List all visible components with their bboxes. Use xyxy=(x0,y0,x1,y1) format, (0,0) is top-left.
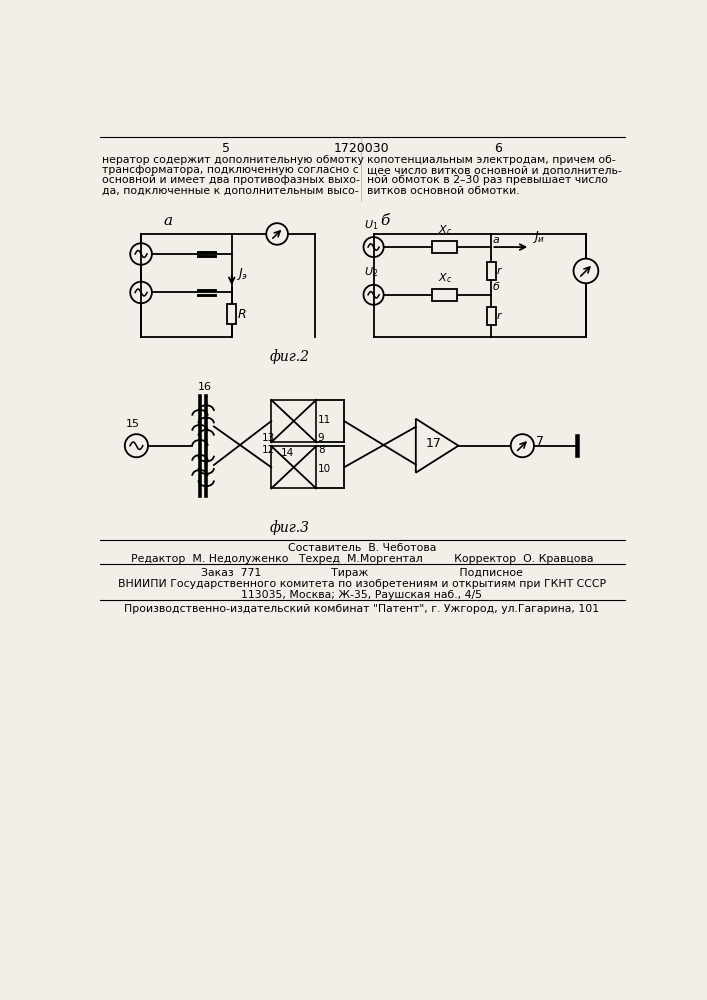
Text: 1720030: 1720030 xyxy=(334,142,390,155)
Text: витков основной обмотки.: витков основной обмотки. xyxy=(368,186,520,196)
Text: 5: 5 xyxy=(221,142,230,155)
Text: $J_и$: $J_и$ xyxy=(532,229,545,245)
Text: $J_э$: $J_э$ xyxy=(235,266,247,282)
Text: 12: 12 xyxy=(262,445,275,455)
Text: Заказ  771                    Тираж                          Подписное: Заказ 771 Тираж Подписное xyxy=(201,568,523,578)
Bar xyxy=(433,289,457,301)
Text: 7: 7 xyxy=(535,435,544,448)
Circle shape xyxy=(573,259,598,283)
Text: r: r xyxy=(497,266,501,276)
Text: 13: 13 xyxy=(262,433,275,443)
Text: 11: 11 xyxy=(317,415,331,425)
Text: ВНИИПИ Государственного комитета по изобретениям и открытиям при ГКНТ СССР: ВНИИПИ Государственного комитета по изоб… xyxy=(118,579,606,589)
Text: $U_2$: $U_2$ xyxy=(364,266,378,279)
Text: 14: 14 xyxy=(281,448,294,458)
Polygon shape xyxy=(416,419,458,473)
Bar xyxy=(433,241,457,253)
Text: б: б xyxy=(493,282,500,292)
Text: да, подключенные к дополнительным высо-: да, подключенные к дополнительным высо- xyxy=(103,186,359,196)
Text: а: а xyxy=(493,235,500,245)
Circle shape xyxy=(267,223,288,245)
Text: 6: 6 xyxy=(494,142,502,155)
Circle shape xyxy=(510,434,534,457)
Text: $U_1$: $U_1$ xyxy=(364,218,378,232)
Bar xyxy=(271,400,316,442)
Text: $X_c$: $X_c$ xyxy=(438,223,452,237)
Text: основной и имеет два противофазных выхо-: основной и имеет два противофазных выхо- xyxy=(103,175,360,185)
Text: ной обмоток в 2–30 раз превышает число: ной обмоток в 2–30 раз превышает число xyxy=(368,175,609,185)
Text: а: а xyxy=(163,214,173,228)
Text: фиг.2: фиг.2 xyxy=(270,349,310,364)
Text: 9: 9 xyxy=(317,433,325,443)
Text: r: r xyxy=(497,311,501,321)
Text: трансформатора, подключенную согласно с: трансформатора, подключенную согласно с xyxy=(103,165,359,175)
Text: R: R xyxy=(238,308,247,321)
Text: щее число витков основной и дополнитель-: щее число витков основной и дополнитель- xyxy=(368,165,622,175)
Text: б: б xyxy=(380,214,390,228)
Text: $X_c$: $X_c$ xyxy=(438,271,452,285)
Text: Составитель  В. Чеботова: Составитель В. Чеботова xyxy=(288,543,436,553)
Text: Производственно-издательский комбинат "Патент", г. Ужгород, ул.Гагарина, 101: Производственно-издательский комбинат "П… xyxy=(124,604,600,614)
Text: 17: 17 xyxy=(426,437,441,450)
Text: Редактор  М. Недолуженко   Техред  М.Моргентал         Корректор  О. Кравцова: Редактор М. Недолуженко Техред М.Моргент… xyxy=(131,554,593,564)
Text: фиг.3: фиг.3 xyxy=(270,520,310,535)
Bar xyxy=(227,304,236,324)
Text: копотенциальным электродам, причем об-: копотенциальным электродам, причем об- xyxy=(368,155,616,165)
Text: 10: 10 xyxy=(317,464,331,474)
Text: 15: 15 xyxy=(126,419,139,429)
Bar xyxy=(271,446,316,488)
Text: 113035, Москва; Ж-35, Раушская наб., 4/5: 113035, Москва; Ж-35, Раушская наб., 4/5 xyxy=(242,590,482,600)
Bar xyxy=(487,262,496,280)
Text: нератор содержит дополнительную обмотку: нератор содержит дополнительную обмотку xyxy=(103,155,364,165)
Bar xyxy=(487,307,496,325)
Text: 8: 8 xyxy=(317,445,325,455)
Text: 16: 16 xyxy=(198,382,211,392)
